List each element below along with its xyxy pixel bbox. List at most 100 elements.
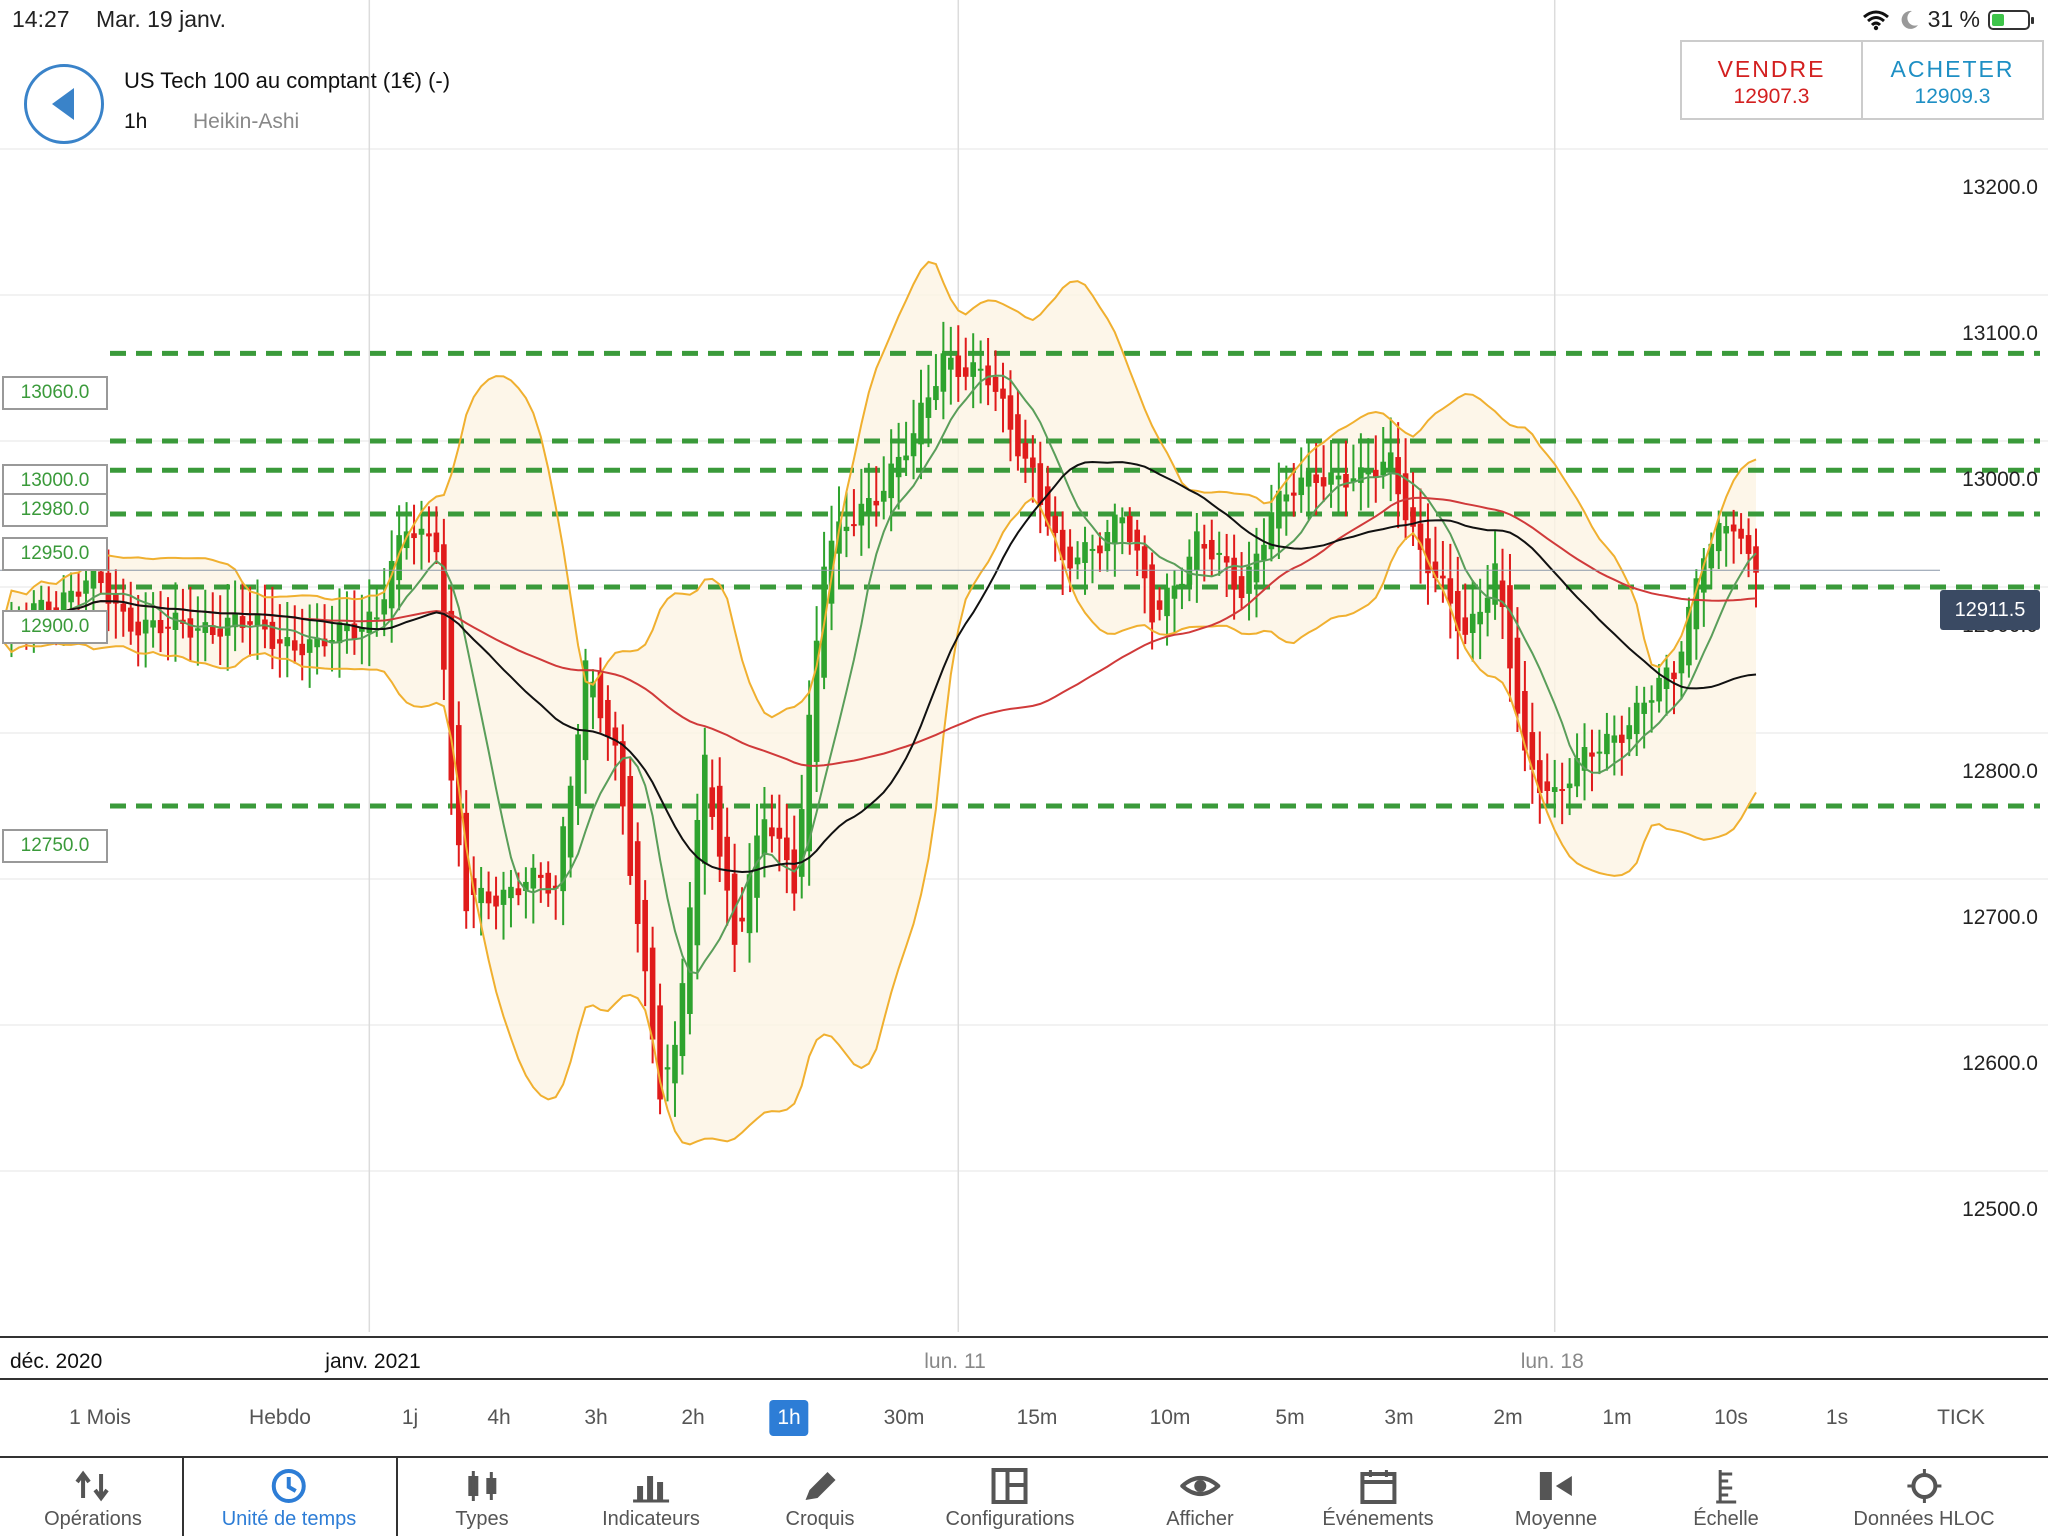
timeframe-15m[interactable]: 15m [1016,1406,1058,1429]
timeframe-1j[interactable]: 1j [401,1406,419,1429]
toolbar-eye[interactable]: Afficher [1166,1458,1234,1536]
candle [1395,457,1401,495]
candle [1686,606,1692,666]
timeframe-2m[interactable]: 2m [1493,1406,1523,1429]
back-button[interactable] [24,64,104,144]
candle [1387,452,1394,470]
candle [165,626,171,629]
candle [888,463,894,499]
toolbar-arrows-swap[interactable]: Opérations [44,1458,142,1536]
candle [977,368,984,371]
candle [918,402,924,445]
candle [351,623,358,639]
toolbar-calendar[interactable]: Événements [1322,1458,1434,1536]
candle [537,874,544,878]
layout-icon [992,1468,1028,1504]
candle [1522,691,1528,751]
timeframe-2h[interactable]: 2h [681,1406,705,1429]
level-label: 12980.0 [2,493,108,528]
timeframe-1-mois[interactable]: 1 Mois [69,1406,131,1429]
timeframe-tick[interactable]: TICK [1937,1406,1985,1429]
ma-mid-line [3,460,1757,874]
candle [1313,474,1319,483]
candle [38,599,45,612]
toolbar-layout[interactable]: Configurations [946,1458,1074,1536]
candle [98,571,104,584]
candle [1074,557,1081,565]
candle [1365,472,1372,475]
candle [157,619,164,634]
candle [1559,789,1565,792]
timeframe-hebdo[interactable]: Hebdo [249,1406,311,1429]
candle [560,826,566,892]
candle [709,787,716,817]
candle [142,619,149,634]
timeframe-10m[interactable]: 10m [1149,1406,1191,1429]
toolbar-bar-chart[interactable]: Indicateurs [602,1458,700,1536]
timeframe-3h[interactable]: 3h [584,1406,608,1429]
sell-price: 12907.3 [1733,85,1810,108]
toolbar-label: Croquis [785,1508,855,1530]
level-label: 12900.0 [2,610,108,644]
candle [784,837,790,861]
candle [1030,457,1036,468]
toolbar-pencil[interactable]: Croquis [785,1458,855,1536]
bollinger-lower [3,496,1757,1146]
candle [426,533,432,537]
sell-button[interactable]: VENDRE 12907.3 [1682,42,1861,118]
candle [1089,548,1096,551]
candle [754,835,760,898]
candle [1022,443,1029,459]
level-label: 13000.0 [2,464,108,498]
candle [1484,597,1491,613]
candle [381,599,388,615]
candle [1604,733,1610,755]
candle [1179,583,1185,587]
timeframe-bar: 1 Mois Hebdo 1j 4h 3h 2h 1h 30m 15m 10m 5m 3m 2m 1m 10… [0,1378,2048,1458]
timeframe-1h[interactable]: 1h [769,1400,809,1436]
timeframe-3m[interactable]: 3m [1384,1406,1414,1429]
candle [120,603,127,612]
sell-label: VENDRE [1717,56,1826,82]
candle [1708,543,1715,569]
candle [605,699,611,737]
candle [373,617,380,620]
candle [1492,563,1498,605]
chart-timeframe: 1h [124,110,148,133]
timeframe-4h[interactable]: 4h [487,1406,511,1429]
candles-icon [467,1471,496,1501]
candle [515,888,522,896]
buy-button[interactable]: ACHETER 12909.3 [1861,42,2042,118]
candle [1454,591,1461,632]
toolbar-crosshair[interactable]: Données HLOC [1853,1458,1995,1536]
candle [1223,556,1230,563]
y-tick-label: 12600.0 [1962,1052,2038,1075]
candle [269,621,276,649]
instrument-name[interactable]: US Tech 100 au comptant (1€) (-) [124,68,451,93]
candle [1231,557,1237,590]
timeframe-30m[interactable]: 30m [883,1406,925,1429]
toolbar-clock[interactable]: Unité de temps [222,1458,356,1536]
candle [1447,578,1454,604]
candle [1701,558,1707,593]
price-chart[interactable] [0,0,2048,1338]
candle [761,819,768,855]
candle [1156,600,1163,610]
candle [53,607,59,613]
candle [284,637,291,647]
toolbar-scale[interactable]: Échelle [1693,1458,1759,1536]
timeframe-1m[interactable]: 1m [1602,1406,1632,1429]
timeframe-10s[interactable]: 10s [1714,1406,1748,1429]
candle [523,881,529,891]
candle [597,671,604,719]
candle [836,521,842,554]
toolbar-average[interactable]: Moyenne [1515,1458,1597,1536]
candle [1380,461,1387,476]
candle [1044,486,1051,527]
timeframe-1s[interactable]: 1s [1825,1406,1849,1429]
toolbar-candles[interactable]: Types [455,1458,509,1536]
timeframe-5m[interactable]: 5m [1275,1406,1305,1429]
candle [1320,477,1327,487]
candle [1007,395,1014,430]
candle [962,367,969,377]
